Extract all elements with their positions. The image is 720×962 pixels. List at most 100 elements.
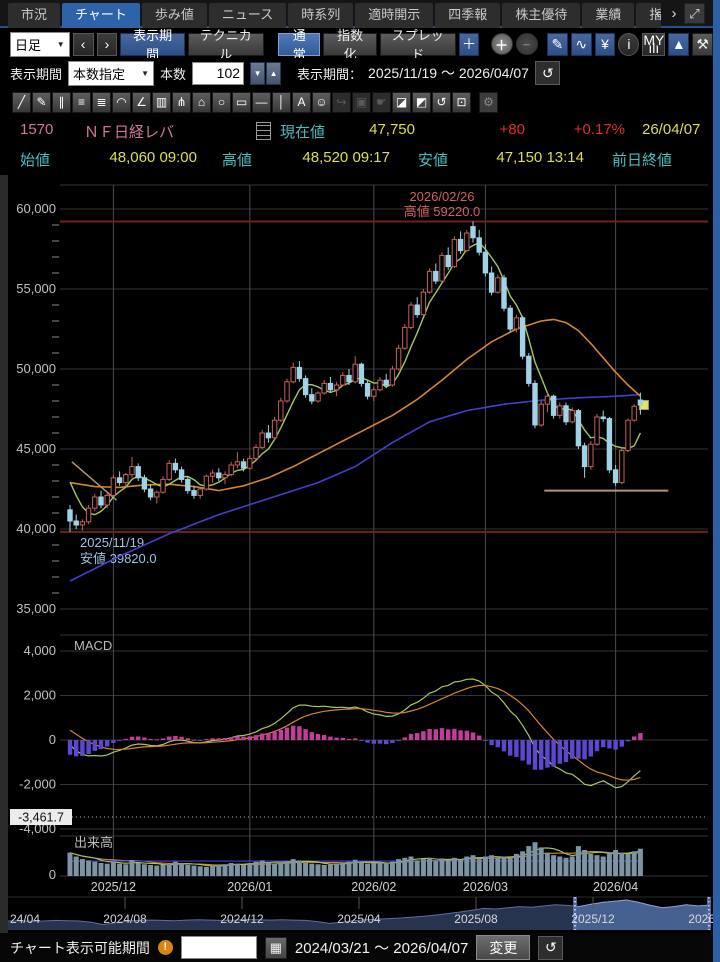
display-period-button[interactable]: 表示期間 <box>120 28 185 62</box>
stock-name: ＮＦ日経レバ <box>84 124 175 141</box>
navigator-date-label: 2026/04 <box>688 912 713 926</box>
technical-button[interactable]: テクニカル <box>187 28 264 62</box>
normal-mode-button[interactable]: 通常 <box>278 28 321 62</box>
trend-cursor-icon[interactable]: ∿ <box>570 32 592 56</box>
tab-8[interactable]: 株主優待 <box>502 3 581 28</box>
add-chart-button[interactable]: ＋ <box>458 32 480 56</box>
chart-panels[interactable]: 35,000 40,000 45,000 50,000 55,000 60,000 4,00… <box>10 184 708 894</box>
bars-icon: ılı <box>648 40 660 56</box>
tab-2[interactable]: チャート <box>62 3 140 28</box>
pencil-icon[interactable]: ✎ <box>32 91 51 113</box>
open-label: 始値 <box>20 152 51 169</box>
icon-stamp-icon[interactable]: ☺ <box>312 91 331 113</box>
count-decrease-button[interactable]: ▼ <box>250 61 266 85</box>
navigator-date-label: 2025/08 <box>454 912 498 926</box>
trendline-icon[interactable]: ╱ <box>12 91 31 113</box>
price-axis-label: 40,000 <box>16 521 56 536</box>
tab-strip: 市況チャート歩み値ニュース時系列適時開示四季報株主優待業績指標業 <box>0 0 661 28</box>
tab-10[interactable]: 指標 <box>636 3 661 28</box>
pitchfork-icon[interactable]: ⋔ <box>172 91 191 113</box>
x-axis-label: 2026/03 <box>463 880 508 894</box>
text-icon[interactable]: A <box>292 91 311 113</box>
high-price: 48,520 09:17 <box>302 149 390 166</box>
available-range: 2024/03/21 ～ 2026/04/07 <box>294 940 469 957</box>
redo-arrow-icon[interactable]: ↪ <box>332 91 351 113</box>
current-price: 47,750 <box>369 121 415 138</box>
period-start-input[interactable] <box>180 936 257 959</box>
tab-9[interactable]: 業績 <box>582 3 635 28</box>
next-period-button[interactable]: › <box>96 32 118 56</box>
tab-6[interactable]: 適時開示 <box>355 3 434 28</box>
tab-4[interactable]: ニュース <box>208 3 287 28</box>
eraser-icon[interactable]: ◪ <box>392 91 411 113</box>
draw-settings-gear-icon[interactable]: ⚙ <box>479 91 498 113</box>
prev-period-button[interactable]: ‹ <box>72 32 94 56</box>
bar-count-input[interactable] <box>192 61 245 85</box>
horizontal-line-icon[interactable]: — <box>252 91 271 113</box>
period-mode-select[interactable]: 本数指定 ▼ <box>68 60 155 86</box>
x-axis-label: 2025/12 <box>91 880 136 894</box>
fib-retracement-icon[interactable]: ≡ <box>72 91 91 113</box>
zoom-out-icon[interactable]: − <box>515 33 538 55</box>
quote-date: 26/04/07 <box>642 121 701 138</box>
fib-fan-icon[interactable]: ∠ <box>132 91 151 113</box>
expand-window-icon[interactable]: ⤢ <box>684 3 705 24</box>
x-axis-label: 2026/04 <box>593 880 638 894</box>
open-price: 48,060 09:00 <box>109 149 197 166</box>
lock-drawing-icon[interactable]: ⊡ <box>452 91 471 113</box>
timeframe-select[interactable]: 日足 ▼ <box>10 31 70 57</box>
macd-axis-label: -2,000 <box>19 777 56 792</box>
tab-scroll-left-button[interactable]: ‹ <box>655 4 661 22</box>
area-chart-icon[interactable]: ▲ <box>668 32 690 56</box>
count-increase-button[interactable]: ▲ <box>266 61 282 85</box>
fib-arc-icon[interactable]: ◠ <box>112 91 131 113</box>
calendar-icon[interactable]: ▦ <box>264 936 287 959</box>
parallel-lines-icon[interactable]: ∥ <box>52 91 71 113</box>
change-button[interactable]: 変更 <box>476 935 531 960</box>
dropdown-arrow-icon: ▼ <box>56 39 65 49</box>
my-label: MY <box>643 32 665 48</box>
quote-header: 1570 ＮＦ日経レバ 現在値 47,750 +80 +0.17% 26/04/… <box>0 118 713 145</box>
indexed-mode-button[interactable]: 指数化 <box>323 28 377 62</box>
low-label: 安値 <box>418 152 449 169</box>
rectangle-icon[interactable]: ▭ <box>232 91 251 113</box>
price-lines-icon[interactable]: ≣ <box>92 91 111 113</box>
my-indicator-icon[interactable]: MY ılı <box>642 32 666 56</box>
macd-layer <box>67 725 643 770</box>
yen-display-icon[interactable]: ¥ <box>594 32 616 56</box>
tab-3[interactable]: 歩み値 <box>141 3 207 28</box>
ellipse-icon[interactable]: ○ <box>212 91 231 113</box>
volume-panel-label: 出来高 <box>74 835 113 850</box>
zoom-in-icon[interactable]: ＋ <box>490 33 513 55</box>
tab-1[interactable]: 市況 <box>8 3 61 28</box>
navigator-date-label: 24/04 <box>10 912 40 926</box>
period-label: 表示期間 <box>10 66 63 82</box>
main-toolbar: 日足 ▼ ‹ › 表示期間 テクニカル 通常 指数化 スプレッド ＋ ＋ − ✎ … <box>0 28 714 62</box>
drawn-trend-line[interactable] <box>71 461 117 501</box>
undo-icon[interactable]: ↺ <box>432 91 451 113</box>
pentagon-icon[interactable]: ⌂ <box>192 91 211 113</box>
quote-details: 始値 48,060 09:00 高値 48,520 09:17 安値 47,15… <box>0 146 713 172</box>
settings-wrench-icon[interactable]: ⚒ <box>692 32 714 56</box>
range-label: 表示期間： <box>297 66 363 82</box>
footer-reload-icon[interactable]: ↻ <box>538 935 564 960</box>
tab-5[interactable]: 時系列 <box>288 3 354 28</box>
range-navigator[interactable]: 24/04 2024/08 2024/12 2025/04 2025/08 2025/12… <box>0 896 713 930</box>
spread-mode-button[interactable]: スプレッド <box>379 28 456 62</box>
macd-axis-label: 2,000 <box>23 688 56 703</box>
select-hand-icon[interactable]: ☛ <box>372 91 391 113</box>
erase-all-icon[interactable]: ◩ <box>412 91 431 113</box>
dropdown-arrow-icon: ▼ <box>141 68 150 78</box>
info-icon[interactable]: i <box>618 32 640 56</box>
vertical-line-icon[interactable]: │ <box>272 91 291 113</box>
time-lines-icon[interactable]: ▥ <box>152 91 171 113</box>
reload-icon[interactable]: ↻ <box>534 61 560 85</box>
tab-7[interactable]: 四季報 <box>435 3 501 28</box>
volume-layer <box>67 842 643 876</box>
tab-scroll-right-button[interactable]: › <box>671 4 677 22</box>
draw-pencil-icon[interactable]: ✎ <box>546 32 568 56</box>
copy-icon[interactable]: ▣ <box>352 91 371 113</box>
navigator-date-label: 2024/12 <box>220 912 264 926</box>
watchlist-icon[interactable] <box>256 122 271 140</box>
